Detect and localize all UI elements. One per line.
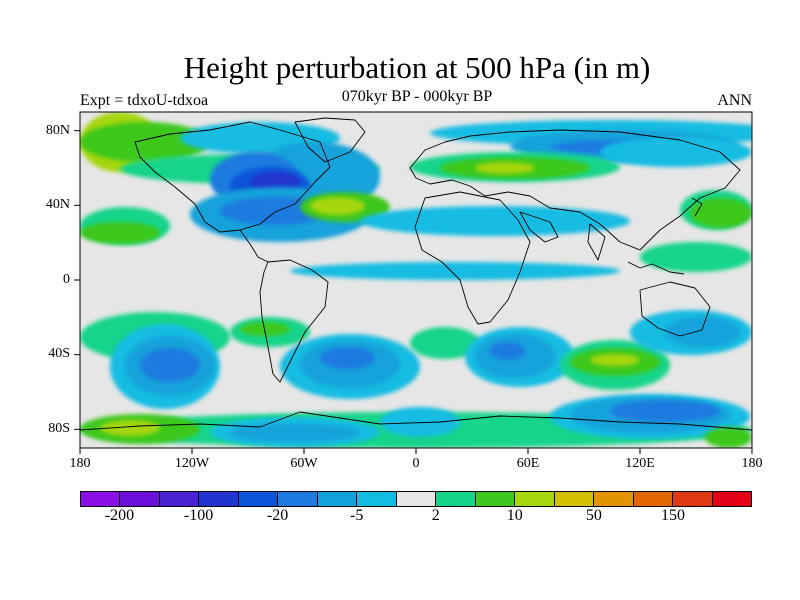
colorbar-label: -5 bbox=[350, 507, 364, 524]
lon-label-60e: 60E bbox=[516, 456, 540, 471]
coastline bbox=[134, 121, 331, 233]
coastline bbox=[519, 211, 559, 243]
contour-region bbox=[320, 347, 375, 369]
map-panel bbox=[74, 111, 753, 454]
coastline bbox=[259, 259, 329, 383]
lon-label-180w: 180 bbox=[69, 456, 91, 471]
colorbar-swatch bbox=[278, 492, 318, 506]
lon-label-60w: 60W bbox=[290, 456, 318, 471]
coastline bbox=[587, 223, 606, 261]
experiment-label: Expt = tdxoU-tdxoa bbox=[80, 92, 209, 109]
lon-label-0: 0 bbox=[412, 456, 420, 471]
coastline bbox=[80, 411, 752, 431]
colorbar-swatch bbox=[357, 492, 397, 506]
lon-label-120e: 120E bbox=[625, 456, 655, 471]
colorbar-swatch bbox=[712, 492, 751, 506]
contour-region bbox=[490, 342, 525, 360]
contour-region bbox=[80, 222, 160, 244]
coastline bbox=[627, 261, 685, 275]
lon-label-120w: 120W bbox=[174, 456, 210, 471]
colorbar-swatch bbox=[554, 492, 595, 506]
contour-region bbox=[600, 137, 752, 167]
colorbar-label: 10 bbox=[506, 507, 523, 524]
coastline bbox=[239, 229, 269, 263]
colorbar-label: -100 bbox=[183, 507, 214, 524]
lat-label-0: 0 bbox=[63, 272, 70, 287]
contour-map bbox=[74, 111, 753, 454]
contour-region bbox=[290, 262, 620, 280]
coastline bbox=[294, 117, 366, 163]
contour-region bbox=[230, 424, 360, 442]
contour-region bbox=[240, 322, 290, 336]
colorbar-swatch bbox=[673, 492, 713, 506]
colorbar bbox=[80, 491, 752, 507]
coastline bbox=[691, 197, 703, 217]
contour-region bbox=[380, 407, 460, 437]
colorbar-swatch bbox=[436, 492, 476, 506]
colorbar-swatch bbox=[594, 492, 634, 506]
contour-region bbox=[140, 348, 200, 382]
contour-region bbox=[310, 197, 365, 215]
lat-label-80s: 80S bbox=[48, 421, 70, 436]
colorbar-label: -20 bbox=[266, 507, 289, 524]
colorbar-swatch bbox=[238, 492, 279, 506]
colorbar-swatch bbox=[475, 492, 516, 506]
contour-region bbox=[690, 198, 752, 228]
lat-label-40s: 40S bbox=[48, 346, 70, 361]
chart-subtitle: 070kyr BP - 000kyr BP bbox=[341, 88, 493, 105]
contour-region bbox=[100, 420, 160, 436]
coastline bbox=[639, 281, 711, 337]
colorbar-swatch bbox=[81, 492, 121, 506]
colorbar-swatch bbox=[317, 492, 358, 506]
coastline bbox=[409, 129, 741, 251]
contour-region bbox=[640, 242, 752, 272]
lon-label-180e: 180 bbox=[741, 456, 763, 471]
contour-region bbox=[475, 162, 535, 174]
contour-region bbox=[610, 400, 720, 422]
colorbar-swatch bbox=[120, 492, 160, 506]
colorbar-swatch bbox=[633, 492, 674, 506]
colorbar-label: -200 bbox=[104, 507, 135, 524]
colorbar-swatch bbox=[159, 492, 200, 506]
contour-region bbox=[590, 354, 640, 366]
colorbar-label: 150 bbox=[661, 507, 685, 524]
coastline bbox=[414, 191, 531, 325]
colorbar-label: 50 bbox=[585, 507, 602, 524]
chart-title: Height perturbation at 500 hPa (in m) bbox=[183, 50, 651, 85]
season-label: ANN bbox=[717, 92, 752, 109]
colorbar-swatch bbox=[396, 492, 437, 506]
contour-region bbox=[665, 317, 740, 347]
colorbar-label: 2 bbox=[431, 507, 440, 524]
contour-region bbox=[80, 122, 210, 162]
lat-label-80n: 80N bbox=[45, 123, 70, 138]
colorbar-swatch bbox=[199, 492, 239, 506]
contour-region bbox=[360, 206, 630, 236]
colorbar-swatch bbox=[515, 492, 555, 506]
contour-region bbox=[705, 427, 752, 448]
lat-label-40n: 40N bbox=[45, 197, 70, 212]
contour-region bbox=[410, 327, 480, 359]
